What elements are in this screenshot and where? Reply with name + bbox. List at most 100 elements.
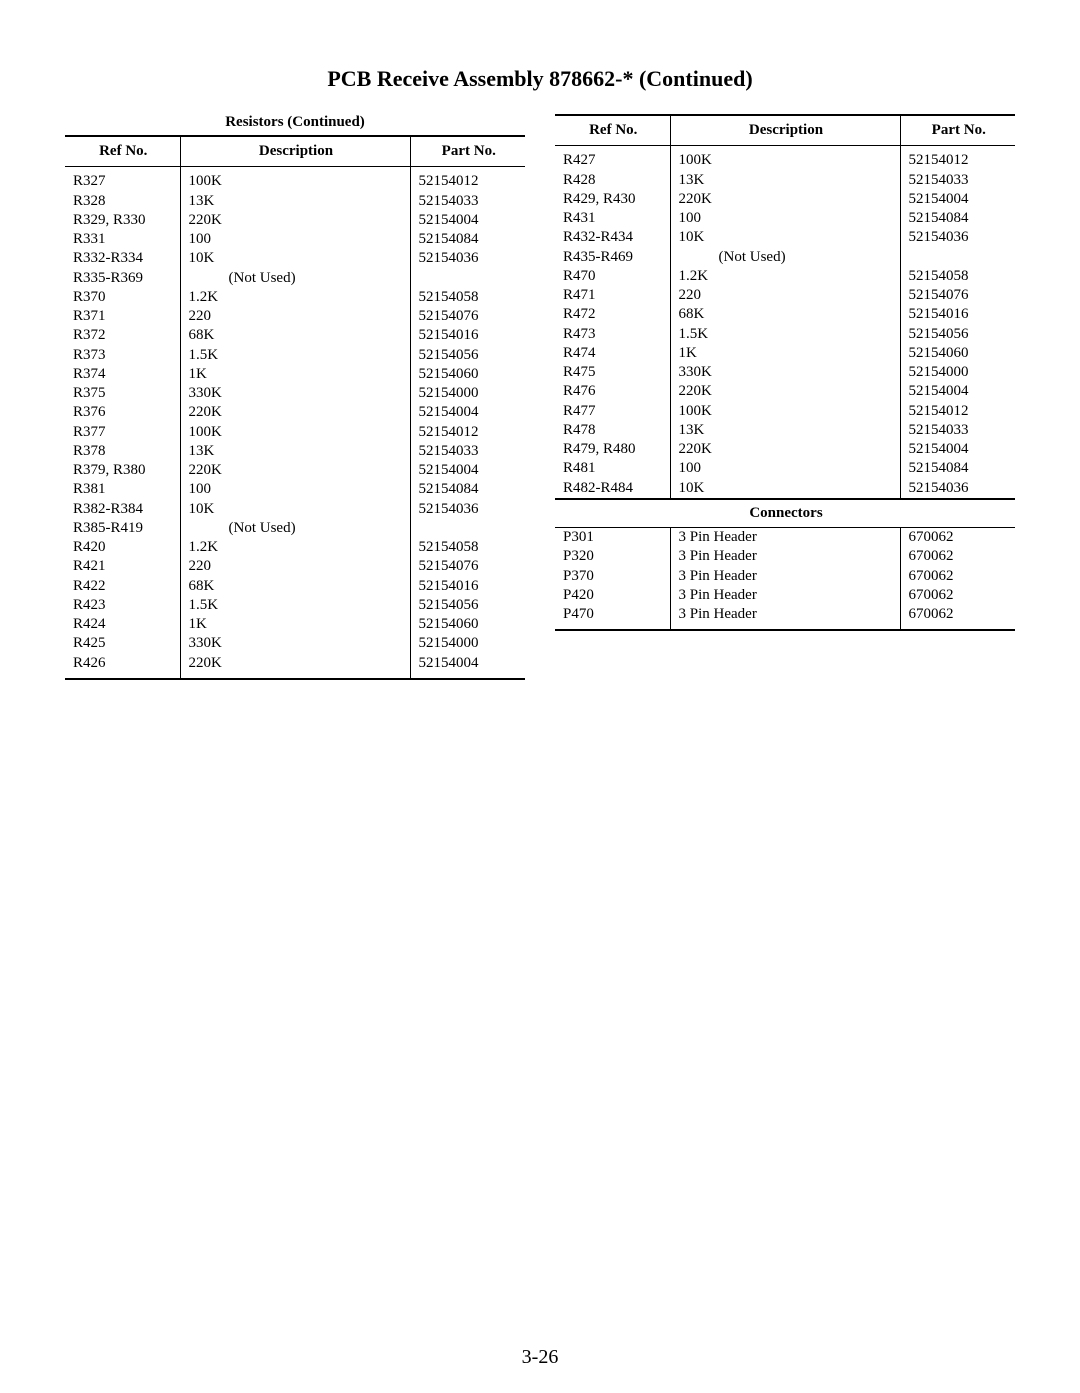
table-row: P3013 Pin Header670062 <box>555 528 1015 548</box>
cell-ref: R435-R469 <box>555 248 670 267</box>
table-row: R385-R419(Not Used) <box>65 519 525 538</box>
cell-desc: 220K <box>180 654 410 679</box>
col-desc: Description <box>180 136 410 167</box>
cell-desc: 13K <box>670 421 900 440</box>
table-row: R4241K52154060 <box>65 615 525 634</box>
cell-part: 52154033 <box>410 192 525 211</box>
page-title: PCB Receive Assembly 878662-* (Continued… <box>56 66 1024 92</box>
cell-part: 52154056 <box>410 596 525 615</box>
cell-desc: 1.5K <box>670 325 900 344</box>
cell-ref: R381 <box>65 480 180 499</box>
table-row: R427100K52154012 <box>555 146 1015 171</box>
table-row: R432-R43410K52154036 <box>555 228 1015 247</box>
cell-part: 52154076 <box>900 286 1015 305</box>
cell-part: 670062 <box>900 547 1015 566</box>
cell-ref: R427 <box>555 146 670 171</box>
cell-ref: R479, R480 <box>555 440 670 459</box>
cell-ref: R332-R334 <box>65 249 180 268</box>
cell-desc: 68K <box>670 305 900 324</box>
cell-desc: 1K <box>180 615 410 634</box>
col-ref: Ref No. <box>65 136 180 167</box>
table-row: R3731.5K52154056 <box>65 346 525 365</box>
table-row: R327100K52154012 <box>65 167 525 192</box>
cell-ref: R378 <box>65 442 180 461</box>
cell-part: 52154004 <box>900 190 1015 209</box>
cell-ref: R425 <box>65 634 180 653</box>
cell-desc: 220K <box>670 440 900 459</box>
cell-ref: R429, R430 <box>555 190 670 209</box>
table-row: R377100K52154012 <box>65 423 525 442</box>
cell-ref: R474 <box>555 344 670 363</box>
cell-part: 52154012 <box>410 167 525 192</box>
table-row: R47122052154076 <box>555 286 1015 305</box>
cell-desc: 68K <box>180 577 410 596</box>
cell-desc: 10K <box>670 228 900 247</box>
cell-part: 52154012 <box>900 402 1015 421</box>
page: PCB Receive Assembly 878662-* (Continued… <box>0 0 1080 1393</box>
cell-part: 52154036 <box>410 249 525 268</box>
cell-desc: 1.2K <box>670 267 900 286</box>
cell-part: 52154016 <box>900 305 1015 324</box>
table-row: R429, R430220K52154004 <box>555 190 1015 209</box>
table-row: R48110052154084 <box>555 459 1015 478</box>
cell-desc: 13K <box>180 192 410 211</box>
table-row: R379, R380220K52154004 <box>65 461 525 480</box>
cell-ref: R477 <box>555 402 670 421</box>
cell-part: 670062 <box>900 586 1015 605</box>
cell-ref: R471 <box>555 286 670 305</box>
cell-desc: 1.5K <box>180 596 410 615</box>
cell-part: 670062 <box>900 528 1015 548</box>
cell-part: 52154060 <box>900 344 1015 363</box>
cell-part: 52154012 <box>410 423 525 442</box>
cell-ref: R472 <box>555 305 670 324</box>
cell-part: 52154058 <box>900 267 1015 286</box>
table-row: P4203 Pin Header670062 <box>555 586 1015 605</box>
cell-desc: (Not Used) <box>180 269 410 288</box>
cell-part: 52154000 <box>410 634 525 653</box>
cell-part: 52154060 <box>410 365 525 384</box>
cell-ref: R432-R434 <box>555 228 670 247</box>
table-row: R37122052154076 <box>65 307 525 326</box>
cell-ref: R476 <box>555 382 670 401</box>
cell-part: 52154004 <box>410 461 525 480</box>
cell-ref: P470 <box>555 605 670 630</box>
cell-desc: 220 <box>670 286 900 305</box>
cell-ref: R331 <box>65 230 180 249</box>
cell-part: 52154056 <box>900 325 1015 344</box>
cell-ref: R379, R380 <box>65 461 180 480</box>
cell-desc: 3 Pin Header <box>670 567 900 586</box>
cell-part: 52154004 <box>900 440 1015 459</box>
cell-desc: 220K <box>670 190 900 209</box>
cell-part: 52154084 <box>410 480 525 499</box>
cell-part: 52154000 <box>900 363 1015 382</box>
cell-ref: R422 <box>65 577 180 596</box>
cell-desc: 100 <box>180 230 410 249</box>
cell-part: 52154004 <box>410 403 525 422</box>
cell-part: 52154016 <box>410 577 525 596</box>
cell-desc: 220K <box>180 461 410 480</box>
cell-ref: R372 <box>65 326 180 345</box>
cell-desc: 220 <box>180 307 410 326</box>
cell-ref: R421 <box>65 557 180 576</box>
cell-desc: 10K <box>670 479 900 499</box>
table-row: R32813K52154033 <box>65 192 525 211</box>
cell-part: 52154036 <box>410 500 525 519</box>
cell-desc: 220K <box>670 382 900 401</box>
cell-desc: 10K <box>180 249 410 268</box>
cell-part: 52154033 <box>900 171 1015 190</box>
cell-desc: 330K <box>670 363 900 382</box>
cell-ref: R373 <box>65 346 180 365</box>
table-row: R475330K52154000 <box>555 363 1015 382</box>
cell-desc: 100 <box>670 459 900 478</box>
table-row: R482-R48410K52154036 <box>555 479 1015 499</box>
cell-part: 52154084 <box>410 230 525 249</box>
cell-part: 52154058 <box>410 288 525 307</box>
cell-desc: (Not Used) <box>670 248 900 267</box>
table-row: R4201.2K52154058 <box>65 538 525 557</box>
table-row: R335-R369(Not Used) <box>65 269 525 288</box>
cell-desc: 13K <box>180 442 410 461</box>
table-row: R479, R480220K52154004 <box>555 440 1015 459</box>
cell-ref: P320 <box>555 547 670 566</box>
cell-ref: P420 <box>555 586 670 605</box>
cell-ref: R428 <box>555 171 670 190</box>
